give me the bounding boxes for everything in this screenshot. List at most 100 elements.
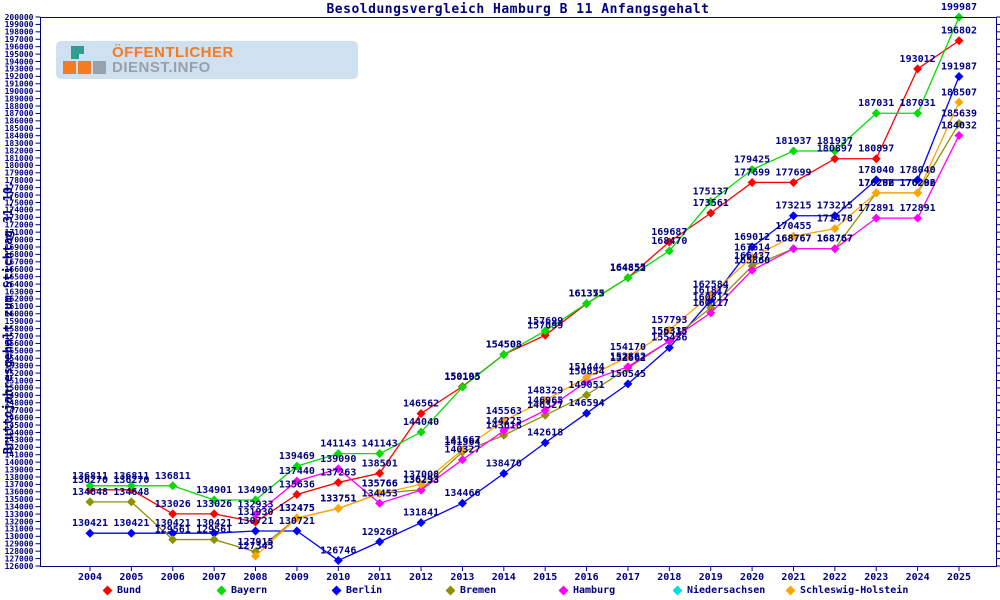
value-label-bayern-2007: 134901 <box>196 485 232 496</box>
legend-marker-berlin <box>331 585 342 595</box>
value-label-berlin-2007: 130421 <box>196 518 232 529</box>
value-label-bremen-2022: 168767 <box>817 234 853 245</box>
data-point-bremen-2016 <box>582 390 592 400</box>
value-label-bund-2017: 164852 <box>610 263 646 274</box>
value-label-schleswig-holstein-2012: 137008 <box>403 469 439 480</box>
x-tick-label-2021: 2021 <box>781 572 805 583</box>
data-point-bayern-2010 <box>333 449 343 459</box>
y-tick-label: 126000 <box>5 562 34 571</box>
data-point-hamburg-2023 <box>871 213 881 223</box>
value-label-bund-2012: 146562 <box>403 398 439 409</box>
value-label-berlin-2020: 169012 <box>734 232 770 243</box>
value-label-schleswig-holstein-2024: 176286 <box>900 178 936 189</box>
value-label-bremen-2021: 168767 <box>775 234 811 245</box>
value-label-berlin-2009: 130721 <box>279 516 315 527</box>
value-label-bayern-2012: 144040 <box>403 417 439 428</box>
data-point-schleswig-holstein-2017 <box>623 352 633 362</box>
data-point-bayern-2007 <box>209 495 219 505</box>
value-label-berlin-2021: 173215 <box>775 201 811 212</box>
legend-label-bremen: Bremen <box>460 584 497 596</box>
data-point-bremen-2006 <box>168 535 178 545</box>
value-label-bund-2014: 154503 <box>486 340 522 351</box>
value-label-schleswig-holstein-2016: 151444 <box>569 362 605 373</box>
data-point-bremen-2025 <box>954 119 964 129</box>
value-label-bund-2016: 161353 <box>569 289 605 300</box>
data-point-hamburg-2011 <box>375 498 385 508</box>
value-label-bund-2015: 157099 <box>527 320 563 331</box>
value-label-berlin-2022: 173215 <box>817 201 853 212</box>
x-tick-label-2022: 2022 <box>823 572 847 583</box>
data-point-hamburg-2012 <box>416 485 426 495</box>
data-point-berlin-2017 <box>623 379 633 389</box>
value-label-bund-2021: 177699 <box>775 167 811 178</box>
x-tick-label-2015: 2015 <box>533 572 557 583</box>
data-point-hamburg-2024 <box>913 213 923 223</box>
data-point-bayern-2018 <box>664 246 674 256</box>
legend-item-niedersachsen: Niedersachsen <box>672 583 765 597</box>
value-label-berlin-2006: 130421 <box>155 518 191 529</box>
data-point-schleswig-holstein-2019 <box>706 290 716 300</box>
y-tick-label: 196000 <box>5 42 34 51</box>
y-tick-label: 171000 <box>5 228 34 237</box>
value-label-bund-2004: 136270 <box>72 475 108 486</box>
data-point-bund-2025 <box>954 36 964 46</box>
data-point-hamburg-2010 <box>333 464 343 474</box>
y-tick-label: 135000 <box>5 495 34 504</box>
value-label-schleswig-holstein-2011: 135766 <box>362 479 398 490</box>
data-point-bund-2012 <box>416 408 426 418</box>
data-point-berlin-2020 <box>747 242 757 252</box>
y-tick-label: 184000 <box>5 132 34 141</box>
value-label-berlin-2018: 155436 <box>651 333 687 344</box>
data-point-bayern-2019 <box>706 196 716 206</box>
y-tick-label: 190000 <box>5 87 34 96</box>
x-tick-label-2010: 2010 <box>326 572 350 583</box>
data-point-bayern-2008 <box>251 495 261 505</box>
value-label-bund-2024: 193012 <box>900 54 936 65</box>
data-point-bund-2009 <box>292 490 302 500</box>
value-label-berlin-2019: 161817 <box>693 285 729 296</box>
data-point-schleswig-holstein-2022 <box>830 224 840 234</box>
data-point-berlin-2010 <box>333 555 343 565</box>
value-label-bremen-2013: 141364 <box>444 437 480 448</box>
data-point-bayern-2021 <box>788 146 798 156</box>
data-point-bayern-2015 <box>540 326 550 336</box>
value-label-hamburg-2022: 168767 <box>817 234 853 245</box>
value-label-bund-2011: 138501 <box>362 458 398 469</box>
legend-marker-bremen <box>445 585 456 595</box>
y-tick-label: 173000 <box>5 213 34 222</box>
legend-label-bayern: Bayern <box>231 584 268 596</box>
series-line-berlin <box>90 76 960 562</box>
y-tick-label: 199000 <box>5 20 34 29</box>
value-label-berlin-2011: 129268 <box>362 527 398 538</box>
value-label-bremen-2024: 176292 <box>900 178 936 189</box>
y-tick-label: 156000 <box>5 339 34 348</box>
data-point-schleswig-holstein-2013 <box>457 445 467 455</box>
y-axis-title: Bruttojahresgehalt zum Stichtag 31.10. <box>1 180 15 455</box>
legend-item-schleswig-holstein: Schleswig-Holstein <box>785 583 908 597</box>
value-label-berlin-2004: 130421 <box>72 518 108 529</box>
series-line-schleswig-holstein <box>255 101 960 557</box>
data-point-schleswig-holstein-2020 <box>747 252 757 262</box>
value-label-hamburg-2025: 184032 <box>941 120 977 131</box>
logo-square-orange-2 <box>78 61 91 74</box>
y-tick-label: 133000 <box>5 510 34 519</box>
legend-marker-niedersachsen <box>672 585 683 595</box>
value-label-bayern-2023: 187031 <box>858 98 894 109</box>
value-label-schleswig-holstein-2008: 127345 <box>237 541 273 552</box>
value-label-bremen-2016: 149051 <box>569 380 605 391</box>
value-label-hamburg-2008: 132933 <box>237 500 273 511</box>
data-point-bayern-2023 <box>871 108 881 118</box>
series-line-bayern <box>90 16 960 501</box>
data-point-bayern-2022 <box>830 146 840 156</box>
value-label-bremen-2005: 134648 <box>113 487 149 498</box>
y-tick-label: 193000 <box>5 65 34 74</box>
series-line-bund <box>90 40 960 523</box>
value-label-berlin-2023: 178040 <box>858 165 894 176</box>
y-tick-label: 185000 <box>5 124 34 133</box>
data-point-bund-2010 <box>333 477 343 487</box>
y-tick-label: 136000 <box>5 488 34 497</box>
value-label-bayern-2024: 187031 <box>900 98 936 109</box>
data-point-berlin-2009 <box>292 526 302 536</box>
y-tick-label: 159000 <box>5 317 34 326</box>
data-point-berlin-2023 <box>871 175 881 185</box>
